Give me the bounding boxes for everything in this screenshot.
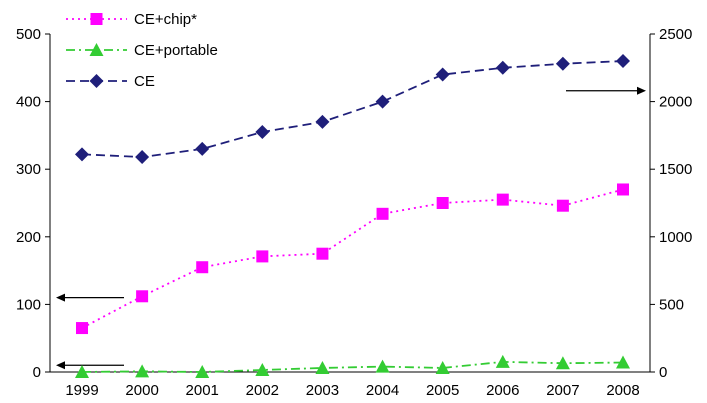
triangle-marker xyxy=(255,362,270,376)
right-tick-label: 0 xyxy=(659,364,667,381)
left-tick-label: 0 xyxy=(33,364,41,381)
right-tick-label: 2000 xyxy=(659,94,692,111)
axes xyxy=(45,33,655,373)
triangle-marker xyxy=(375,359,390,373)
series-ce-portable xyxy=(75,354,630,378)
triangle-marker xyxy=(616,355,630,369)
diamond-marker xyxy=(375,94,390,109)
series-group xyxy=(75,54,630,378)
square-marker xyxy=(76,322,88,335)
triangle-marker xyxy=(135,364,150,378)
series-line xyxy=(81,60,624,158)
square-marker xyxy=(617,183,629,196)
tick-labels: 0 100 200 300 400 500 0 500 1000 1500 2000 2500 1999… xyxy=(16,26,692,399)
legend-label: CE xyxy=(134,73,155,90)
left-tick-label: 300 xyxy=(16,161,41,178)
series-ce xyxy=(75,54,630,165)
square-marker xyxy=(136,290,149,303)
triangle-marker xyxy=(555,356,570,370)
series-ce-chip xyxy=(76,183,629,335)
annotation-arrows xyxy=(56,86,646,370)
triangle-marker xyxy=(195,365,210,378)
square-marker xyxy=(316,247,329,260)
x-tick-label: 1999 xyxy=(65,382,98,399)
arrow-head xyxy=(56,293,65,302)
left-tick-label: 200 xyxy=(16,229,41,246)
x-tick-label: 2007 xyxy=(546,382,579,399)
diamond-marker xyxy=(435,67,450,82)
left-tick-label: 500 xyxy=(16,26,41,43)
x-tick-label: 2008 xyxy=(606,382,639,399)
right-tick-label: 1500 xyxy=(659,161,692,178)
x-tick-label: 2000 xyxy=(125,382,158,399)
left-tick-label: 400 xyxy=(16,94,41,111)
arrow-head xyxy=(637,86,646,95)
square-marker xyxy=(436,197,449,209)
x-tick-label: 2001 xyxy=(186,382,219,399)
series-line xyxy=(81,188,624,329)
square-marker xyxy=(90,13,103,25)
legend: CE+chip* CE+portable CE xyxy=(66,11,218,90)
triangle-marker xyxy=(495,354,510,368)
series-line xyxy=(81,360,624,373)
legend-entry: CE+portable xyxy=(66,42,218,59)
diamond-marker xyxy=(255,125,270,140)
diamond-marker xyxy=(616,54,630,69)
triangle-marker xyxy=(315,360,330,374)
x-tick-label: 2004 xyxy=(366,382,399,399)
triangle-marker xyxy=(75,365,89,378)
legend-entry: CE xyxy=(66,73,155,90)
square-marker xyxy=(256,250,269,263)
right-tick-label: 2500 xyxy=(659,26,692,43)
left-tick-label: 100 xyxy=(16,296,41,313)
square-marker xyxy=(376,207,389,220)
diamond-marker xyxy=(555,56,570,71)
arrow-head xyxy=(56,361,65,370)
diamond-marker xyxy=(135,150,150,165)
x-tick-label: 2002 xyxy=(246,382,279,399)
legend-label: CE+chip* xyxy=(134,11,197,28)
diamond-marker xyxy=(495,60,510,75)
legend-entry: CE+chip* xyxy=(66,11,197,28)
diamond-marker xyxy=(195,141,210,156)
diamond-marker xyxy=(89,74,104,88)
right-tick-label: 500 xyxy=(659,296,684,313)
triangle-marker xyxy=(435,360,450,374)
right-tick-label: 1000 xyxy=(659,229,692,246)
diamond-marker xyxy=(315,114,330,129)
square-marker xyxy=(496,193,509,206)
x-tick-label: 2003 xyxy=(306,382,339,399)
diamond-marker xyxy=(75,147,89,162)
square-marker xyxy=(196,261,209,274)
x-tick-label: 2005 xyxy=(426,382,459,399)
square-marker xyxy=(556,199,569,212)
legend-label: CE+portable xyxy=(134,42,218,59)
x-tick-label: 2006 xyxy=(486,382,519,399)
triangle-marker xyxy=(89,43,104,56)
